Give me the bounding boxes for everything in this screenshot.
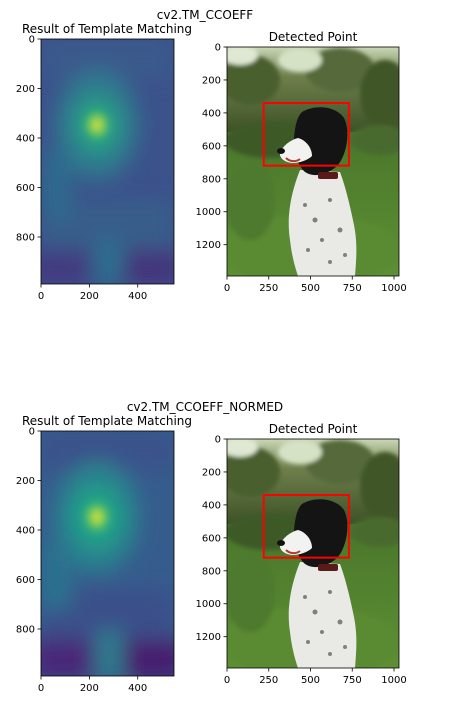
heatmap-frame [40, 38, 175, 285]
photo-title: Detected Point [269, 30, 358, 44]
x-tick-label: 400 [128, 683, 147, 694]
heatmap-title: Result of Template Matching [22, 22, 192, 36]
heatmap-panel [41, 39, 174, 284]
y-tick-label: 1000 [196, 599, 221, 610]
x-tick-label: 750 [343, 283, 362, 294]
dog-photo [227, 47, 399, 276]
y-tick-label: 0 [215, 43, 221, 54]
photo-axes: 0 250 500 750 1000 0 200 400 600 800 1000 1200 [196, 43, 407, 295]
y-tick-label: 600 [16, 183, 35, 194]
detected-point-rectangle [262, 102, 350, 167]
y-tick-label: 800 [16, 624, 35, 635]
y-tick-label: 600 [202, 141, 221, 152]
y-tick-label: 0 [29, 427, 35, 438]
x-tick-label: 250 [259, 283, 278, 294]
x-tick-label: 500 [301, 283, 320, 294]
heatmap-title: Result of Template Matching [22, 414, 192, 428]
y-tick-label: 200 [202, 467, 221, 478]
y-tick-label: 1000 [196, 207, 221, 218]
y-tick-label: 400 [202, 108, 221, 119]
heatmap-axes: 0 200 400 0 200 400 600 800 [16, 427, 147, 695]
x-tick-label: 0 [224, 283, 230, 294]
dog-photo [227, 439, 399, 668]
x-tick-label: 400 [128, 291, 147, 302]
y-tick-label: 200 [16, 84, 35, 95]
detected-point-rectangle [262, 494, 350, 559]
figure-suptitle: cv2.TM_CCOEFF_NORMED [127, 400, 283, 414]
y-tick-label: 400 [16, 133, 35, 144]
x-tick-label: 750 [343, 675, 362, 686]
x-tick-label: 0 [38, 291, 44, 302]
photo-frame [226, 438, 400, 669]
y-tick-label: 1200 [196, 632, 221, 643]
heatmap-axes: 0 200 400 0 200 400 600 800 [16, 35, 147, 303]
y-tick-label: 800 [202, 566, 221, 577]
heatmap-frame [40, 430, 175, 677]
heatmap-panel [41, 431, 174, 676]
figure-2: cv2.TM_CCOEFF_NORMED Result of Template … [16, 400, 407, 695]
x-tick-label: 1000 [381, 283, 406, 294]
figure-suptitle: cv2.TM_CCOEFF [157, 8, 254, 22]
x-tick-label: 250 [259, 675, 278, 686]
x-tick-label: 1000 [381, 675, 406, 686]
y-tick-label: 0 [215, 435, 221, 446]
x-tick-label: 0 [38, 683, 44, 694]
x-tick-label: 200 [80, 683, 99, 694]
photo-title: Detected Point [269, 422, 358, 436]
y-tick-label: 0 [29, 35, 35, 46]
y-tick-label: 800 [202, 174, 221, 185]
y-tick-label: 200 [16, 476, 35, 487]
x-tick-label: 200 [80, 291, 99, 302]
y-tick-label: 1200 [196, 240, 221, 251]
y-tick-label: 200 [202, 75, 221, 86]
x-tick-label: 500 [301, 675, 320, 686]
photo-frame [226, 46, 400, 277]
y-tick-label: 800 [16, 232, 35, 243]
y-tick-label: 600 [16, 575, 35, 586]
figure-1: cv2.TM_CCOEFF Result of Template Matchin… [16, 8, 407, 303]
y-tick-label: 600 [202, 533, 221, 544]
x-tick-label: 0 [224, 675, 230, 686]
photo-axes: 0 250 500 750 1000 0 200 400 600 800 1000 1200 [196, 435, 407, 687]
y-tick-label: 400 [16, 525, 35, 536]
y-tick-label: 400 [202, 500, 221, 511]
